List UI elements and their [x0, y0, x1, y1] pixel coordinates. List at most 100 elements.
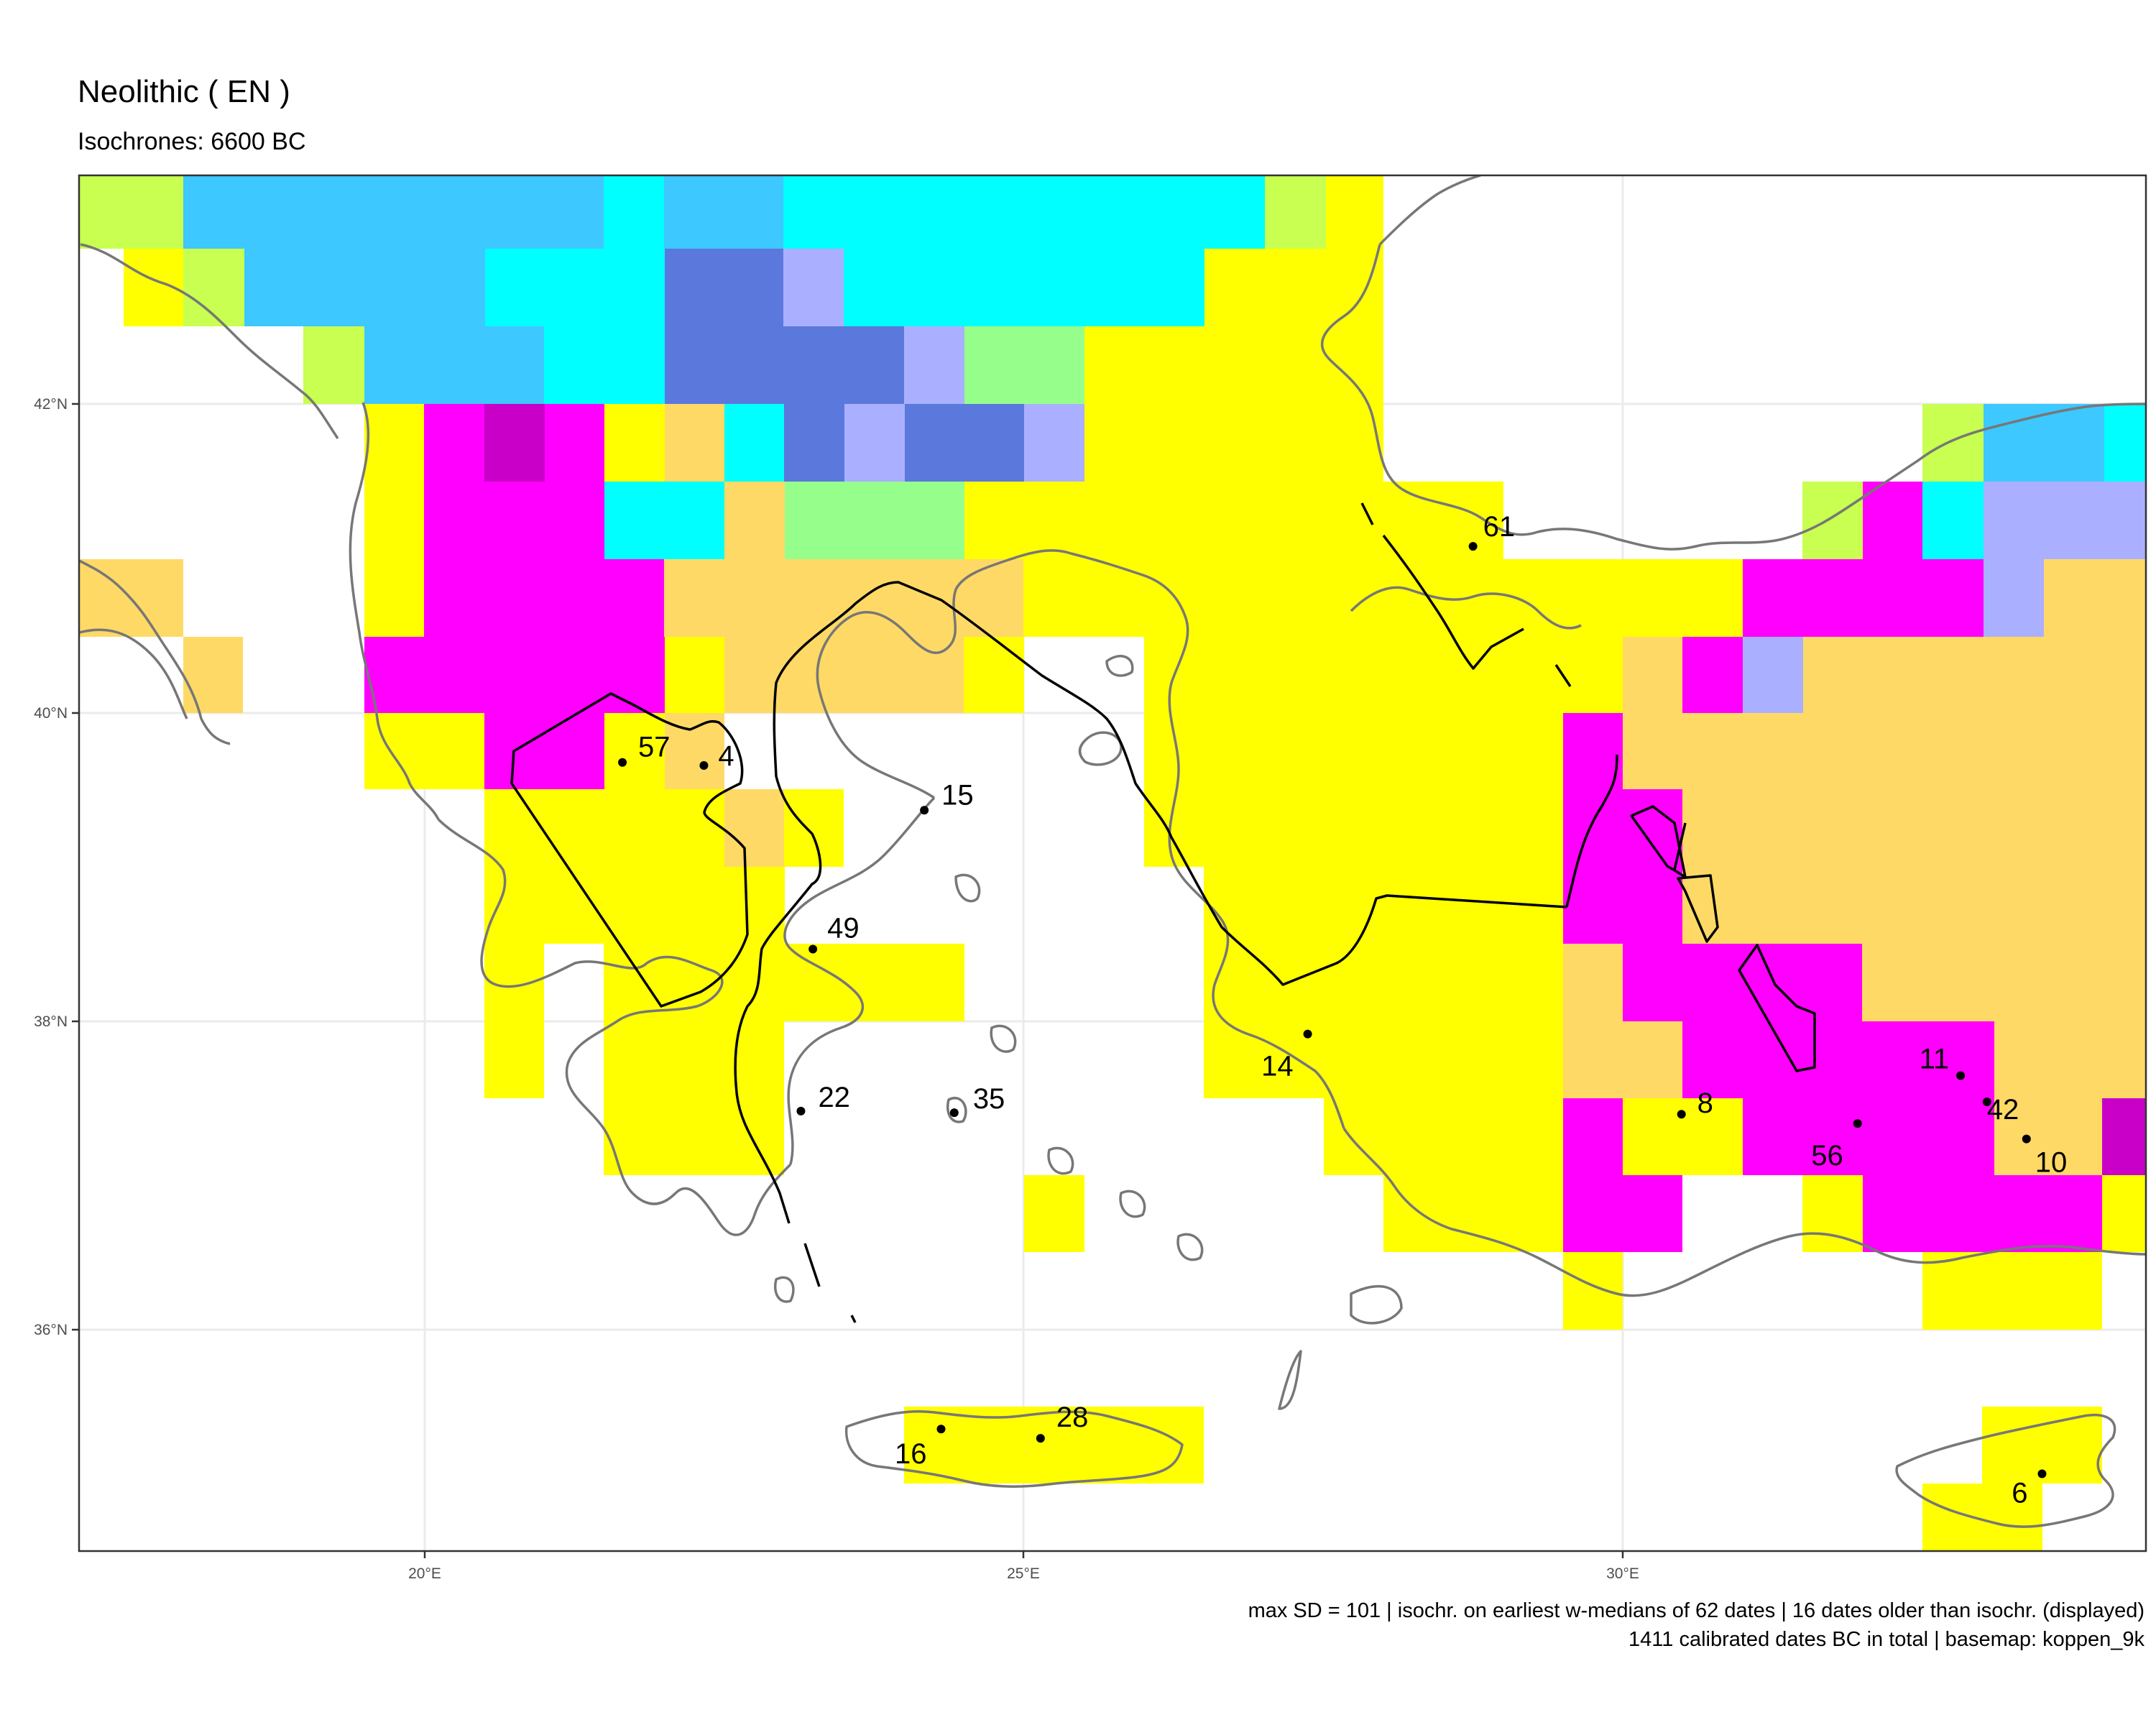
basemap-cell: [2104, 404, 2146, 482]
basemap-cell: [783, 175, 1265, 249]
site-label: 42: [1987, 1094, 2019, 1126]
caption-line-2: 1411 calibrated dates BC in total | base…: [1628, 1628, 2145, 1651]
isochrone-line-bosporus: [1382, 534, 1524, 670]
coastline-island: [774, 1276, 795, 1303]
coastline-crete: [844, 1409, 1184, 1489]
isochrone-dash: [850, 1315, 857, 1323]
basemap-cell: [424, 404, 484, 482]
coastline-thessaly: [816, 549, 1072, 799]
basemap-cell: [1563, 789, 1682, 867]
site-point: [1982, 1098, 1991, 1107]
site-label: 4: [718, 740, 734, 772]
coastline-island: [990, 1024, 1017, 1053]
coastline-island: [1078, 731, 1123, 766]
basemap-cell: [844, 249, 1204, 326]
basemap-cell: [724, 404, 784, 482]
isochrone-line-main: [734, 581, 1567, 1224]
basemap-cell: [244, 249, 485, 326]
basemap-cell: [604, 1021, 784, 1098]
basemap-cell: [1803, 637, 2146, 713]
basemap-cell: [1682, 867, 2146, 944]
site-label: 16: [895, 1438, 927, 1470]
isochrone-lines: [510, 502, 1816, 1323]
y-tick-label: 42°N: [34, 396, 68, 413]
site-label: 49: [827, 912, 860, 944]
basemap-cell: [604, 175, 664, 249]
basemap-cell: [364, 326, 544, 404]
basemap-cell: [1623, 944, 1862, 1021]
basemap-cell: [724, 482, 785, 559]
y-tick-label: 36°N: [34, 1322, 68, 1338]
site-markers: 61 57 4 15 49 14 22 35 8 56 11 42 10 28 16 6: [618, 511, 2067, 1509]
isochrone-ring-anatolia: [1738, 944, 1816, 1072]
basemap-cell: [1326, 175, 1383, 249]
basemap-cell: [1563, 867, 1682, 944]
basemap-cell: [724, 637, 964, 713]
basemap-cell: [484, 789, 724, 867]
basemap-cell: [665, 404, 724, 482]
basemap-cell: [724, 789, 784, 867]
x-tick-label: 30°E: [1606, 1565, 1639, 1582]
isochrone-line-anatolia: [1565, 754, 1618, 908]
site-label: 61: [1483, 511, 1516, 543]
coastline-black-sea: [1321, 244, 2146, 551]
basemap-cell: [1922, 1484, 2042, 1551]
basemap-cell: [1922, 404, 1984, 482]
basemap-cell: [303, 326, 364, 404]
koppen-basemap-cells: [79, 175, 2146, 1551]
basemap-cell: [484, 404, 545, 482]
site-point: [796, 1106, 806, 1116]
site-label: 6: [2012, 1477, 2027, 1509]
basemap-cell: [905, 404, 1024, 482]
basemap-cell: [183, 249, 244, 326]
basemap-cell: [1802, 1175, 1863, 1252]
basemap-cell: [1024, 404, 1084, 482]
basemap-cell: [784, 944, 964, 1021]
basemap-cell: [1023, 559, 1743, 637]
coastline-marmara: [1350, 586, 1582, 630]
x-tick-label: 20°E: [408, 1565, 441, 1582]
basemap-cell: [1204, 1021, 1563, 1098]
basemap-cell: [604, 1098, 784, 1175]
basemap-cell: [1563, 1098, 1623, 1175]
basemap-cell: [544, 326, 665, 404]
basemap-cell: [964, 637, 1024, 713]
isochrone-ring-lakes: [1677, 874, 1719, 943]
basemap-cell: [604, 713, 665, 789]
coastline-island: [1047, 1146, 1074, 1175]
site-point: [808, 944, 818, 954]
basemap-cell: [364, 482, 424, 559]
site-point: [1468, 542, 1478, 551]
basemap-cell: [1623, 713, 2146, 789]
basemap-cell: [1984, 559, 2044, 637]
site-point: [1677, 1110, 1686, 1119]
y-axis: 42°N 40°N 38°N 36°N: [34, 396, 79, 1338]
basemap-cell: [904, 326, 964, 404]
basemap-cell: [364, 637, 665, 713]
basemap-cell: [784, 404, 844, 482]
coastline-peloponnese: [437, 818, 792, 1236]
coastlines: [79, 175, 2146, 1528]
site-label: 22: [818, 1082, 850, 1113]
basemap-cell: [1144, 637, 1623, 713]
coastline-island: [1350, 1284, 1403, 1325]
basemap-cell: [2044, 559, 2146, 637]
basemap-cell: [1862, 944, 2146, 1021]
basemap-cell: [1994, 1021, 2146, 1098]
basemap-cell: [545, 404, 604, 482]
basemap-cell: [1563, 1021, 1682, 1098]
isochrone-dash: [1360, 502, 1374, 525]
basemap-cell: [1084, 404, 1383, 482]
coastline-attica: [783, 796, 936, 1165]
caption-line-1: max SD = 101 | isochr. on earliest w-med…: [1248, 1599, 2145, 1622]
x-axis: 20°E 25°E 30°E: [408, 1551, 1639, 1582]
site-point: [1956, 1071, 1966, 1080]
basemap-cell: [1802, 482, 1863, 559]
basemap-cell: [1682, 789, 2146, 867]
site-point: [936, 1425, 946, 1434]
basemap-cell: [1024, 1175, 1084, 1252]
site-label: 14: [1261, 1051, 1294, 1082]
site-label: 11: [1920, 1044, 1950, 1075]
site-point: [1303, 1029, 1312, 1039]
basemap-cell: [783, 249, 844, 326]
